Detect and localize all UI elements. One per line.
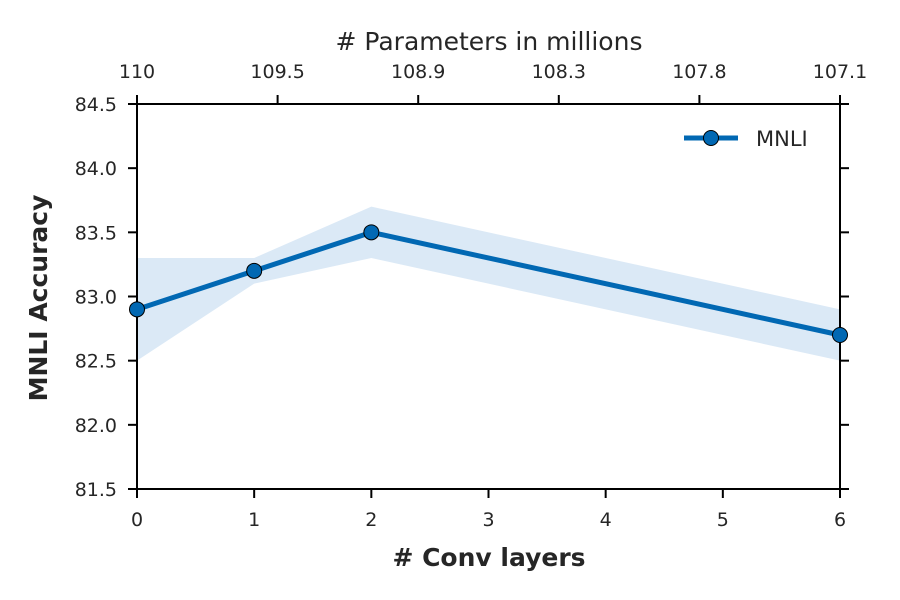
top-tick-label: 108.9 [391,61,445,83]
x-tick-label: 2 [365,509,377,531]
x-tick-label: 1 [248,509,260,531]
top-axis-title: # Parameters in millions [336,27,643,56]
y-tick-label: 83.5 [75,222,117,244]
series-line-mnli [136,229,841,338]
legend: MNLI [684,127,808,151]
x-axis-title: # Conv layers [392,543,585,572]
top-tick-label: 110 [119,61,155,83]
y-tick-label: 84.5 [75,94,117,116]
ticks-layer: 0 1 2 3 4 5 6 110 109.5 108.9 108.3 107.8 107.1 81.5 8… [75,61,868,531]
data-point [129,301,145,318]
confidence-band-layer [137,206,840,361]
y-tick-label: 84.0 [75,158,117,180]
series-line-layer [136,229,841,338]
series-points-layer [129,224,848,343]
x-tick-label: 3 [482,509,494,531]
legend-point-marker [703,130,719,146]
top-tick-label: 107.8 [672,61,726,83]
top-tick-label: 108.3 [532,61,586,83]
y-axis-title: MNLI Accuracy [24,195,53,402]
data-point [246,262,263,279]
top-tick-label: 107.1 [813,61,867,83]
legend-label-mnli: MNLI [756,127,808,151]
data-point [832,327,848,343]
x-tick-label: 6 [834,509,846,531]
y-tick-label: 83.0 [75,287,117,309]
x-tick-label: 5 [717,509,729,531]
x-tick-label: 0 [131,509,143,531]
x-tick-label: 4 [600,509,612,531]
confidence-band [137,206,840,361]
top-tick-label: 109.5 [250,61,304,83]
y-tick-label: 82.0 [75,415,117,437]
data-point [363,224,380,241]
y-tick-label: 81.5 [75,479,117,501]
y-tick-label: 82.5 [75,351,117,373]
